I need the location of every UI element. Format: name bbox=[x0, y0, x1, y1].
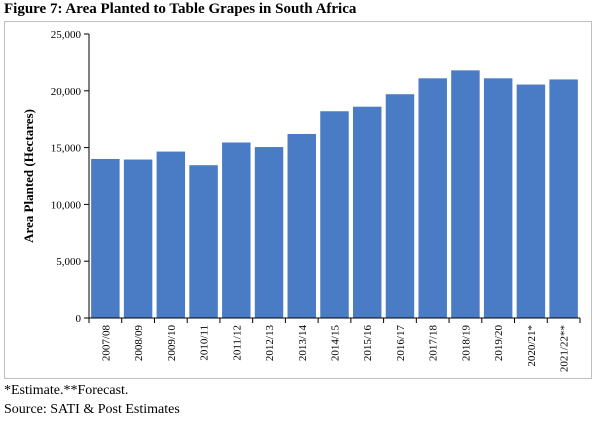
bar bbox=[352, 106, 382, 318]
x-tick-label: 2016/17 bbox=[395, 325, 407, 362]
bar bbox=[418, 78, 447, 318]
x-tick-label: 2018/19 bbox=[460, 325, 472, 362]
x-tick-label: 2010/11 bbox=[199, 325, 211, 361]
y-tick-label: 0 bbox=[76, 313, 82, 325]
y-tick-label: 5,000 bbox=[56, 256, 81, 268]
bar bbox=[385, 94, 415, 318]
bar bbox=[123, 159, 153, 318]
x-tick-label: 2019/20 bbox=[493, 325, 505, 362]
x-tick-label: 2017/18 bbox=[428, 325, 440, 362]
y-axis: 0 5,000 10,000 15,000 20,000 25,000 bbox=[51, 29, 90, 325]
bar bbox=[287, 133, 317, 318]
bar bbox=[91, 158, 120, 318]
y-tick-label: 20,000 bbox=[51, 86, 82, 98]
x-tick-label: 2007/08 bbox=[100, 325, 112, 362]
x-tick-label: 2008/09 bbox=[133, 325, 145, 362]
bar bbox=[222, 142, 251, 318]
x-tick-label: 2012/13 bbox=[264, 325, 276, 362]
y-tick-label: 15,000 bbox=[51, 143, 82, 155]
y-axis-label: Area Planted (Hectares) bbox=[21, 109, 36, 243]
y-tick-label: 25,000 bbox=[51, 29, 82, 41]
bar bbox=[483, 78, 513, 318]
x-tick-label: 2013/14 bbox=[297, 325, 309, 362]
bars bbox=[91, 70, 578, 319]
bar bbox=[516, 84, 546, 318]
x-tick-label: 2015/16 bbox=[362, 325, 374, 362]
x-tick-label: 2021/22** bbox=[559, 325, 571, 372]
bar bbox=[549, 79, 578, 318]
x-tick-label: 2020/21* bbox=[526, 325, 538, 367]
bar bbox=[451, 70, 480, 319]
footnote: *Estimate.**Forecast. bbox=[4, 383, 129, 398]
source-note: Source: SATI & Post Estimates bbox=[4, 402, 180, 417]
bar bbox=[156, 151, 186, 318]
x-tick-label: 2009/10 bbox=[166, 325, 178, 362]
x-axis: 2007/08 2008/09 2009/10 2010/11 2011/12 2012/… bbox=[88, 317, 581, 372]
x-tick-label: 2011/12 bbox=[231, 325, 243, 361]
bar bbox=[320, 111, 349, 318]
bar bbox=[254, 147, 284, 318]
y-tick-label: 10,000 bbox=[51, 199, 82, 211]
figure-title: Figure 7: Area Planted to Table Grapes i… bbox=[4, 1, 357, 17]
x-tick-label: 2014/15 bbox=[330, 325, 342, 362]
bar bbox=[189, 165, 218, 318]
